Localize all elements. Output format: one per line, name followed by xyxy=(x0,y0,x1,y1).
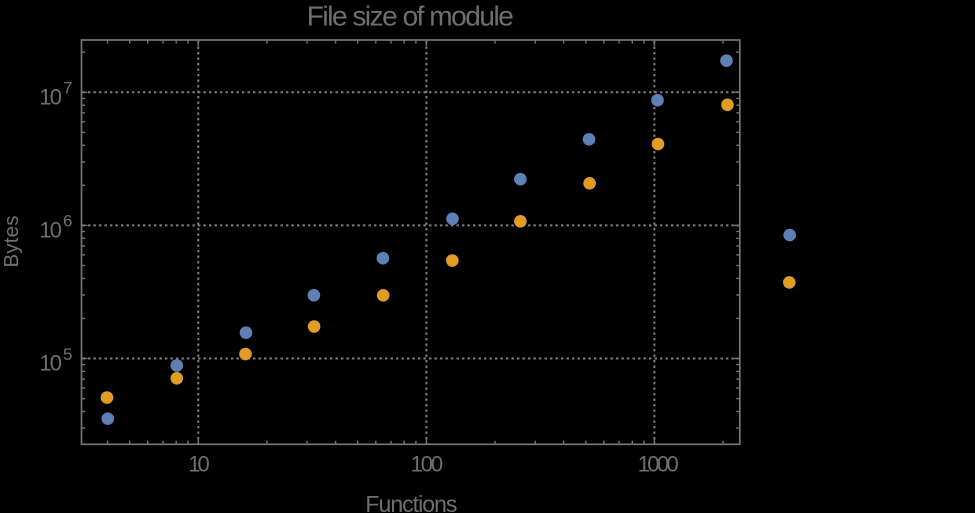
svg-text:10: 10 xyxy=(188,452,210,477)
svg-text:100: 100 xyxy=(411,452,444,477)
svg-text:Functions: Functions xyxy=(365,491,457,513)
svg-text:5: 5 xyxy=(63,345,72,364)
svg-text:1000: 1000 xyxy=(638,452,679,477)
svg-text:10: 10 xyxy=(39,351,62,376)
svg-text:7: 7 xyxy=(63,79,72,98)
svg-text:10: 10 xyxy=(39,84,62,109)
svg-text:Bytes: Bytes xyxy=(0,216,23,268)
svg-text:File size of module: File size of module xyxy=(307,0,514,31)
svg-text:10: 10 xyxy=(39,217,62,242)
svg-text:6: 6 xyxy=(63,212,72,231)
